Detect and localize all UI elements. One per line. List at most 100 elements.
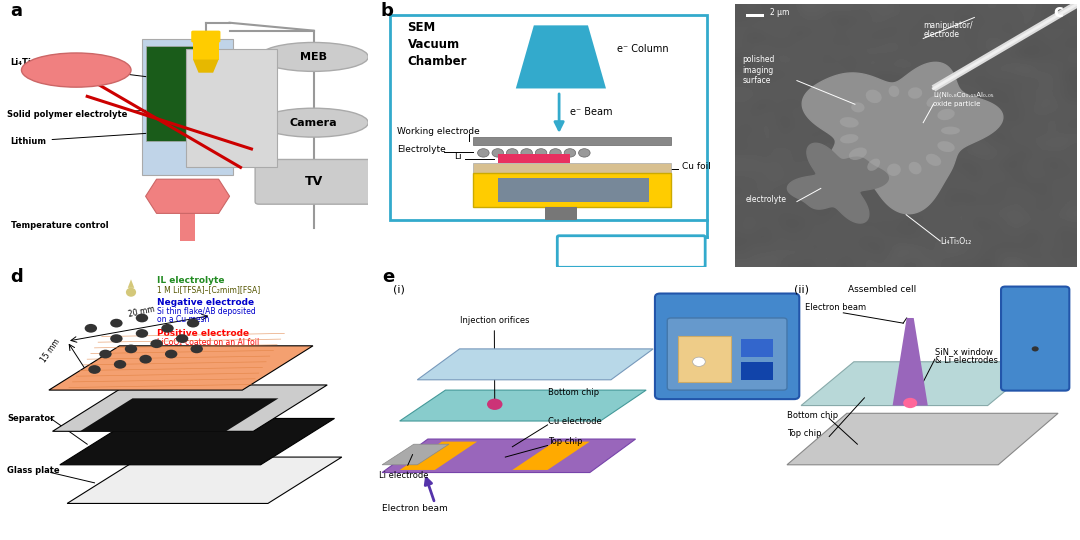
Text: polished: polished [742,55,774,64]
Text: Negative electrode: Negative electrode [157,298,254,307]
FancyBboxPatch shape [745,15,765,17]
Circle shape [579,148,590,157]
Text: d: d [11,268,24,286]
Text: Assembled cell: Assembled cell [848,285,916,294]
Text: on a Cu mesh: on a Cu mesh [157,315,208,324]
Circle shape [110,334,123,343]
Text: Galvanostat: Galvanostat [599,247,663,256]
Circle shape [161,324,174,333]
Polygon shape [400,442,477,470]
FancyBboxPatch shape [255,159,372,204]
Polygon shape [127,279,134,288]
Ellipse shape [908,87,922,99]
Text: electrode: electrode [923,30,959,39]
Circle shape [492,148,503,157]
Ellipse shape [889,86,900,97]
FancyBboxPatch shape [654,294,799,399]
Text: Li(Ni₀.₈Co₀.₁₅Al₀.₀₅: Li(Ni₀.₈Co₀.₁₅Al₀.₀₅ [933,91,994,98]
Polygon shape [417,349,653,380]
Polygon shape [382,439,635,472]
Ellipse shape [840,134,859,144]
Text: Electron beam: Electron beam [805,303,866,312]
Circle shape [84,324,97,333]
FancyBboxPatch shape [390,15,707,220]
Text: E(V), Cycle: E(V), Cycle [46,65,106,75]
Circle shape [125,345,137,353]
Text: Li₄Ti₅O₁₂: Li₄Ti₅O₁₂ [11,58,153,78]
FancyBboxPatch shape [473,164,671,173]
Text: SEM stub: SEM stub [544,185,603,195]
Text: 1 M Li[TFSA]–[C₂mim][FSA]: 1 M Li[TFSA]–[C₂mim][FSA] [157,285,260,294]
FancyBboxPatch shape [678,336,731,382]
Circle shape [550,148,562,157]
Text: Li: Li [455,152,462,161]
Text: e⁻ Column: e⁻ Column [617,44,669,53]
Ellipse shape [22,53,131,87]
Text: Separator: Separator [6,414,54,423]
Text: Cu foil: Cu foil [681,161,711,171]
Text: 20 mm: 20 mm [127,305,156,319]
Text: Solid polymer electrolyte: Solid polymer electrolyte [6,110,158,119]
FancyBboxPatch shape [473,137,671,145]
Ellipse shape [926,154,941,166]
Polygon shape [400,390,646,421]
FancyBboxPatch shape [473,173,671,207]
Circle shape [113,360,126,369]
Polygon shape [59,418,335,465]
FancyBboxPatch shape [667,318,787,390]
Text: e⁻ Beam: e⁻ Beam [570,107,612,117]
Text: (i): (i) [393,284,405,294]
FancyBboxPatch shape [1001,287,1069,390]
Circle shape [136,314,148,322]
Polygon shape [512,442,590,470]
Text: 2 µm: 2 µm [770,8,789,17]
Text: a: a [11,2,23,20]
Ellipse shape [927,96,941,107]
Text: Temperature control: Temperature control [11,221,108,230]
FancyBboxPatch shape [186,49,278,167]
Text: Vacuum: Vacuum [407,38,460,51]
Circle shape [89,365,100,374]
Text: Bottom chip: Bottom chip [787,411,838,421]
Text: Bottom chip: Bottom chip [548,388,598,397]
Ellipse shape [941,126,960,134]
Text: MEB: MEB [300,52,327,62]
Text: surface: surface [742,76,771,85]
Text: Camera: Camera [289,118,337,127]
Polygon shape [801,362,1040,406]
FancyBboxPatch shape [557,236,705,267]
Polygon shape [892,318,928,406]
FancyBboxPatch shape [193,40,218,59]
Text: imaging: imaging [742,66,773,75]
Text: 15 mm: 15 mm [39,337,62,364]
Text: e: e [382,268,394,286]
Text: Glass plate: Glass plate [6,465,59,475]
Text: (ii): (ii) [794,284,809,294]
Text: LiCoO₂-coated on an Al foil: LiCoO₂-coated on an Al foil [157,338,259,347]
Polygon shape [146,179,230,213]
Circle shape [190,345,203,353]
Text: Li electrode: Li electrode [379,455,428,480]
Text: Chamber: Chamber [407,55,467,68]
Ellipse shape [908,162,921,174]
FancyBboxPatch shape [544,207,577,220]
Circle shape [1031,346,1039,352]
Circle shape [165,350,177,359]
Ellipse shape [851,102,865,112]
Ellipse shape [126,288,136,297]
Text: IL electrolyte: IL electrolyte [157,276,224,285]
Text: Electrolyte: Electrolyte [396,145,446,154]
Circle shape [176,334,188,343]
Text: TV: TV [305,176,323,188]
FancyBboxPatch shape [141,38,233,176]
Circle shape [99,350,111,359]
Polygon shape [80,399,279,431]
Ellipse shape [937,109,955,120]
Circle shape [136,329,148,338]
Text: 60°C: 60°C [175,191,201,201]
FancyBboxPatch shape [146,46,212,141]
Text: Top chip: Top chip [787,429,822,438]
Circle shape [187,319,200,328]
Polygon shape [53,385,327,431]
Text: & Li electrodes: & Li electrodes [935,356,998,365]
